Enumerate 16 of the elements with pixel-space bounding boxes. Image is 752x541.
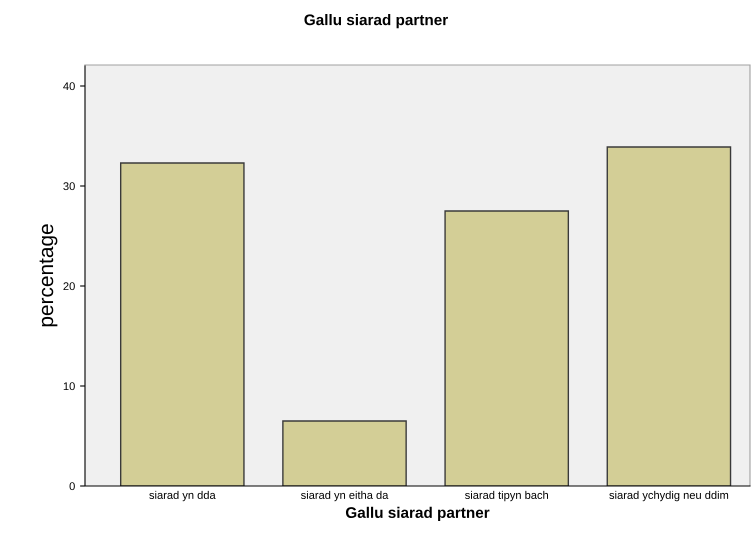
y-axis-title: percentage [40, 224, 58, 326]
x-tick-label: siarad tipyn bach [465, 490, 548, 502]
bar [120, 162, 245, 486]
y-tick-label: 0 [70, 482, 75, 490]
x-tick-label: siarad ychydig neu ddim [609, 490, 728, 502]
chart-title: Gallu siarad partner [304, 14, 448, 28]
y-tick-label: 20 [63, 282, 75, 290]
y-tick-label: 40 [63, 82, 75, 90]
bar [444, 210, 570, 486]
bar [606, 146, 732, 486]
y-tick-label: 30 [63, 182, 75, 190]
y-tick-label: 10 [64, 382, 75, 390]
bar [282, 420, 407, 486]
x-axis-title: Gallu siarad partner [346, 506, 490, 522]
x-tick-label: siarad yn dda [149, 490, 216, 502]
x-tick-label: siarad yn eitha da [300, 490, 388, 502]
